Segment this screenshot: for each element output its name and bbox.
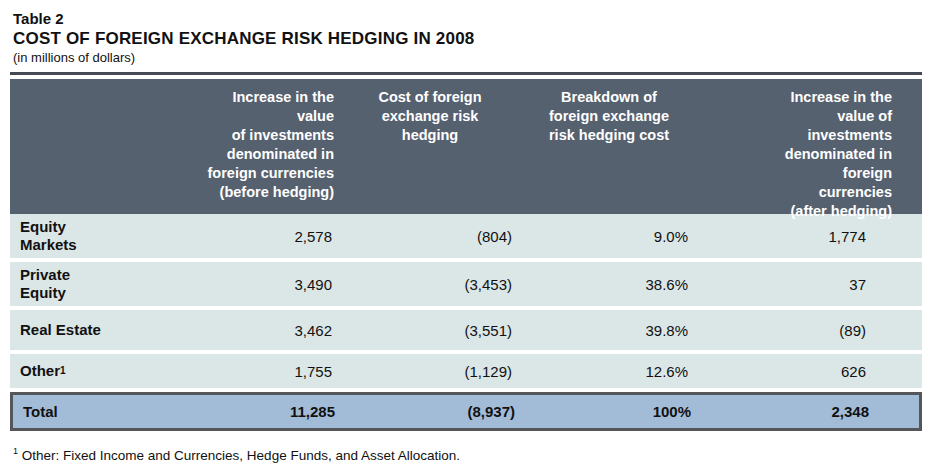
total-value: 11,285 <box>181 395 343 428</box>
table-label: Table 2 <box>13 9 933 28</box>
table-top-rule <box>10 72 922 75</box>
row-label: Real Estate <box>10 310 178 350</box>
total-label: Total <box>13 395 181 428</box>
column-header-before-hedging: Increase in the value of investments den… <box>178 79 340 221</box>
table-row-real-estate: Real Estate 3,462 (3,551) 39.8% (89) <box>10 310 922 350</box>
cell-value: 1,755 <box>178 354 340 388</box>
cell-value: 1,774 <box>698 214 922 258</box>
footnote-text: Other: Fixed Income and Currencies, Hedg… <box>18 448 460 463</box>
table-row-private-equity: Private Equity 3,490 (3,453) 38.6% 37 <box>10 262 922 306</box>
table-row-equity-markets: Equity Markets 2,578 (804) 9.0% 1,774 <box>10 214 922 258</box>
column-header-cost: Cost of foreign exchange risk hedging <box>340 79 520 221</box>
units-subtitle: (in millions of dollars) <box>13 49 933 66</box>
cell-value: (3,453) <box>340 262 520 306</box>
cell-value: 38.6% <box>520 262 698 306</box>
total-value: 100% <box>523 395 701 428</box>
title-block: Table 2 COST OF FOREIGN EXCHANGE RISK HE… <box>0 0 933 66</box>
footnote: 1 Other: Fixed Income and Currencies, He… <box>13 446 933 463</box>
cell-value: (1,129) <box>340 354 520 388</box>
table-row-total: Total 11,285 (8,937) 100% 2,348 <box>10 392 922 431</box>
footnote-marker: 1 <box>60 362 66 380</box>
table-header-row: Increase in the value of investments den… <box>10 79 922 214</box>
row-label: Other1 <box>10 354 178 388</box>
row-label: Equity Markets <box>10 214 178 258</box>
cell-value: 9.0% <box>520 214 698 258</box>
cell-value: 3,462 <box>178 310 340 350</box>
column-header-empty <box>10 79 178 221</box>
cell-value: 3,490 <box>178 262 340 306</box>
cell-value: (89) <box>698 310 922 350</box>
page-title: COST OF FOREIGN EXCHANGE RISK HEDGING IN… <box>13 28 933 49</box>
data-table: Increase in the value of investments den… <box>10 72 922 431</box>
total-value: (8,937) <box>343 395 523 428</box>
cell-value: 2,578 <box>178 214 340 258</box>
page: Table 2 COST OF FOREIGN EXCHANGE RISK HE… <box>0 0 933 464</box>
cell-value: (804) <box>340 214 520 258</box>
cell-value: 626 <box>698 354 922 388</box>
row-label-text: Other <box>20 362 60 380</box>
row-label: Private Equity <box>10 262 178 306</box>
cell-value: 37 <box>698 262 922 306</box>
column-header-after-hedging: Increase in the value of investments den… <box>698 79 922 221</box>
cell-value: 12.6% <box>520 354 698 388</box>
table-row-other: Other1 1,755 (1,129) 12.6% 626 <box>10 354 922 388</box>
cell-value: (3,551) <box>340 310 520 350</box>
cell-value: 39.8% <box>520 310 698 350</box>
column-header-breakdown: Breakdown of foreign exchange risk hedgi… <box>520 79 698 221</box>
total-value: 2,348 <box>701 395 925 428</box>
